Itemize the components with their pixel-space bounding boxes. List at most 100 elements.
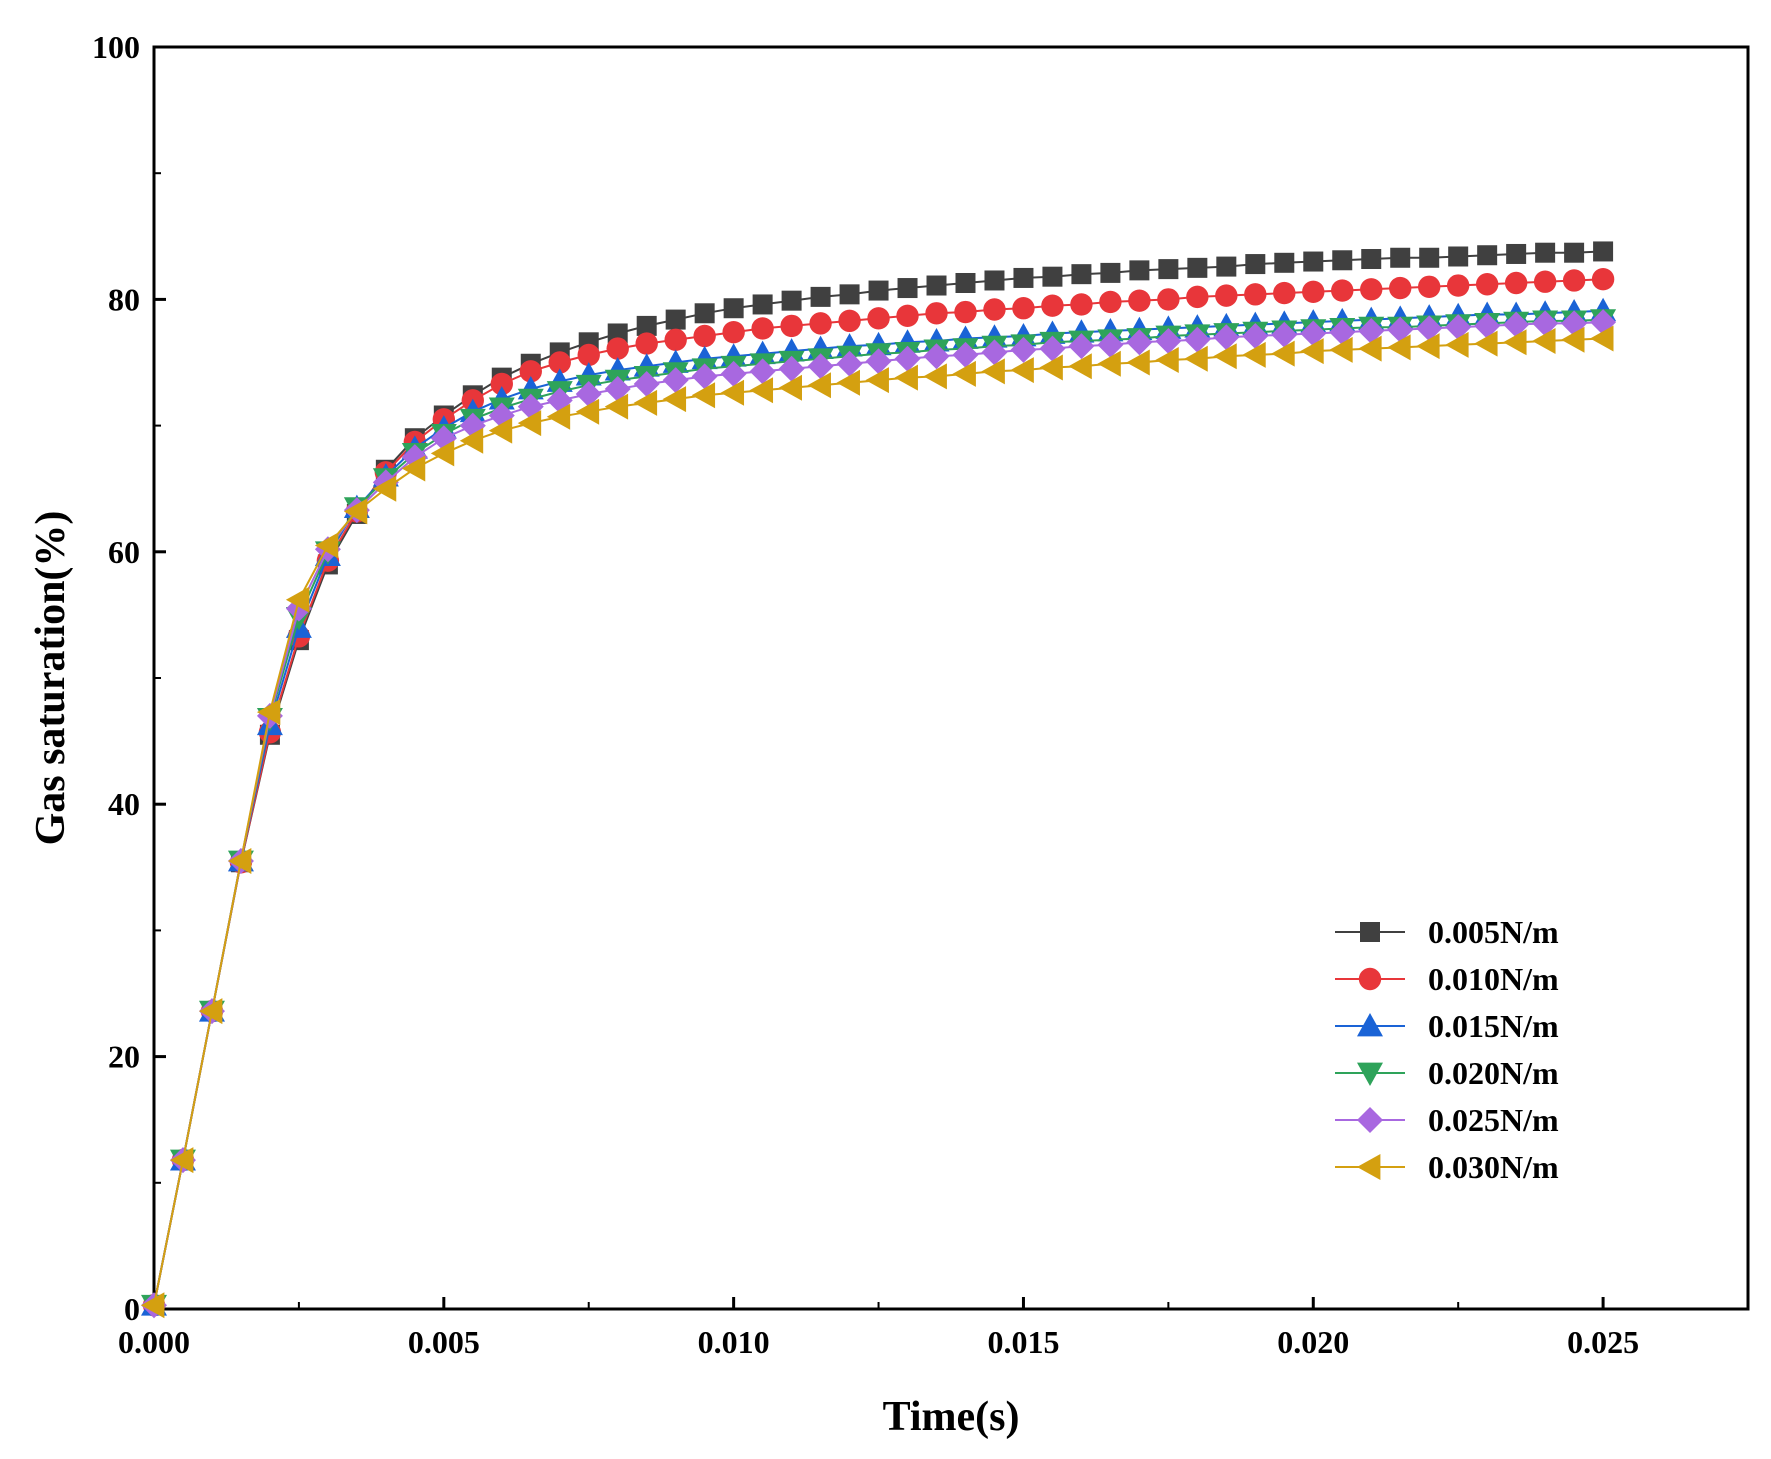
data-point — [923, 343, 950, 370]
data-point — [1129, 260, 1150, 281]
data-point — [983, 298, 1006, 321]
data-point — [778, 355, 805, 382]
legend-marker — [1357, 1107, 1383, 1133]
data-point — [1099, 290, 1122, 314]
data-point — [1503, 311, 1530, 338]
data-point — [141, 1292, 165, 1319]
legend-entry: 0.010N/m — [1335, 961, 1559, 997]
data-point — [1446, 274, 1470, 297]
series-0.005N/m — [144, 241, 1614, 1316]
x-tick-label: 0.010 — [698, 1324, 770, 1360]
legend-marker — [1358, 967, 1382, 991]
data-point — [662, 367, 689, 394]
data-point — [752, 294, 773, 315]
data-point — [955, 272, 976, 293]
series-layer — [141, 241, 1617, 1319]
x-tick-label: 0.015 — [987, 1324, 1059, 1360]
data-point — [1448, 246, 1469, 267]
data-point — [836, 350, 863, 377]
data-point — [575, 398, 600, 425]
data-point — [981, 339, 1008, 366]
data-point — [459, 427, 484, 454]
y-tick-label: 60 — [108, 534, 140, 570]
data-point — [749, 358, 776, 385]
data-point — [894, 364, 918, 391]
data-point — [227, 847, 252, 874]
x-tick-label: 0.020 — [1277, 1324, 1349, 1360]
data-point — [1184, 345, 1208, 372]
series-0.010N/m — [142, 268, 1615, 1317]
data-point — [720, 379, 745, 406]
series-line — [153, 309, 1604, 1306]
data-point — [1474, 330, 1498, 357]
data-point — [780, 314, 803, 338]
legend-entry: 0.025N/m — [1335, 1102, 1559, 1138]
series-line — [153, 337, 1604, 1306]
legend-entry: 0.020N/m — [1335, 1055, 1559, 1091]
data-point — [691, 363, 718, 390]
data-point — [1126, 329, 1153, 356]
data-point — [1533, 270, 1557, 293]
legend-marker — [1357, 1013, 1383, 1037]
data-point — [633, 370, 660, 397]
data-point — [1590, 325, 1614, 352]
data-point — [1071, 264, 1092, 285]
data-point — [575, 381, 602, 408]
data-point — [722, 321, 745, 344]
x-tick-label: 0.005 — [408, 1324, 480, 1360]
data-point — [923, 363, 947, 390]
data-point — [838, 309, 861, 333]
y-tick-label: 80 — [108, 281, 140, 317]
data-point — [1389, 276, 1412, 300]
legend-label: 0.015N/m — [1428, 1008, 1559, 1044]
y-axis-title: Gas saturation(%) — [28, 511, 74, 846]
data-point — [1387, 334, 1411, 361]
data-point — [1184, 326, 1211, 353]
data-point — [1039, 354, 1063, 381]
data-point — [1097, 350, 1121, 377]
data-point — [1358, 335, 1382, 362]
data-point — [1360, 278, 1383, 301]
y-tick-label: 40 — [108, 786, 140, 822]
data-point — [952, 341, 979, 368]
x-axis-title: Time(s) — [883, 1394, 1020, 1440]
data-point — [1128, 289, 1151, 312]
data-point — [1216, 256, 1237, 277]
data-point — [1302, 280, 1325, 304]
data-point — [1126, 349, 1150, 376]
data-point — [693, 324, 716, 348]
data-point — [546, 403, 571, 430]
data-point — [1100, 262, 1121, 283]
data-point — [749, 377, 774, 404]
data-point — [1245, 254, 1266, 275]
data-point — [810, 286, 831, 307]
data-point — [1564, 242, 1585, 263]
data-point — [807, 372, 831, 399]
data-point — [1242, 322, 1269, 349]
data-point — [865, 348, 892, 375]
data-point — [577, 343, 600, 367]
data-point — [519, 360, 542, 383]
legend-entry: 0.015N/m — [1335, 1008, 1559, 1044]
data-point — [635, 332, 658, 355]
data-point — [926, 275, 947, 296]
data-point — [1504, 271, 1528, 295]
data-point — [894, 345, 921, 372]
data-point — [1445, 331, 1469, 358]
data-point — [1158, 259, 1179, 280]
data-point — [1097, 331, 1124, 358]
data-point — [720, 360, 747, 387]
data-point — [1187, 257, 1208, 278]
data-point — [839, 284, 860, 305]
data-point — [1274, 252, 1295, 273]
data-point — [1300, 338, 1324, 365]
x-tick-label: 0.000 — [118, 1324, 190, 1360]
data-point — [1561, 326, 1585, 353]
axes-ticks: 0.000 0.005 0.010 0.015 0.020 0.025 0 20 40 60 80 1… — [92, 29, 1639, 1360]
data-point — [1445, 314, 1472, 341]
data-point — [517, 410, 542, 437]
data-point — [1416, 315, 1443, 342]
data-point — [925, 302, 948, 325]
data-point — [1416, 333, 1440, 360]
